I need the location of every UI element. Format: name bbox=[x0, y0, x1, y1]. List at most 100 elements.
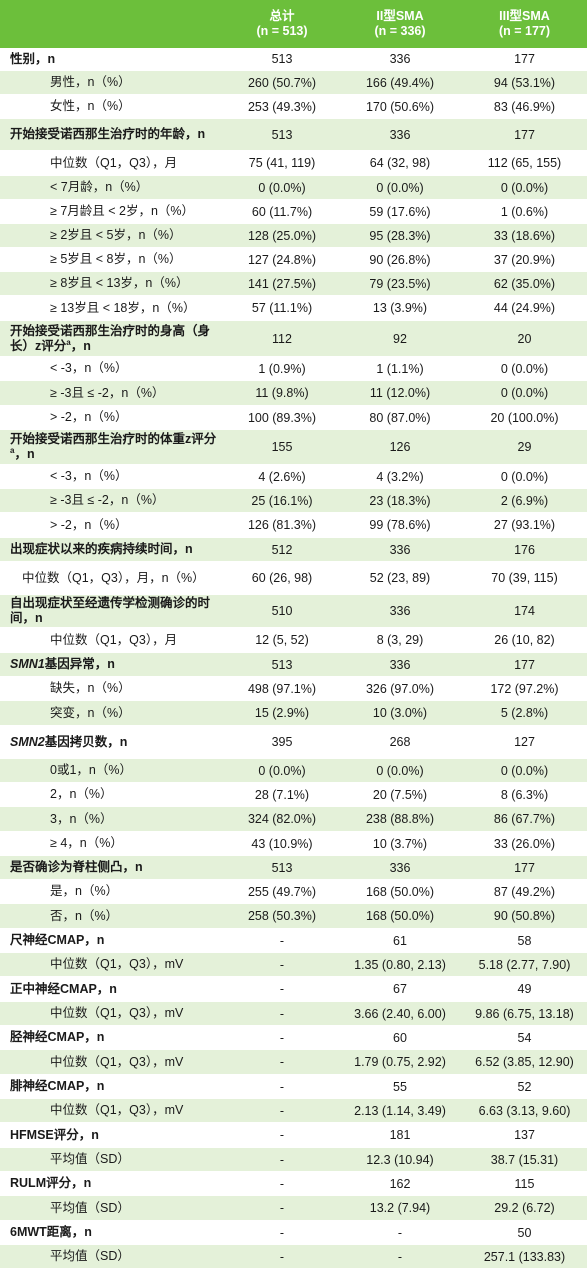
footnote-marker: a bbox=[10, 445, 15, 455]
row-label: ≥ 4，n（%） bbox=[0, 836, 226, 851]
section-label: 尺神经CMAP，n bbox=[0, 933, 226, 948]
label-text: 开始接受诺西那生治疗时的年龄，n bbox=[10, 127, 206, 141]
row-label: 中位数（Q1，Q3），月，n（%） bbox=[0, 571, 226, 586]
label-text: 正中神经CMAP，n bbox=[10, 981, 117, 996]
value-total: 255 (49.7%) bbox=[247, 884, 317, 899]
value-sma-type3: 9.86 (6.75, 13.18) bbox=[475, 1006, 574, 1021]
value-total: - bbox=[279, 1176, 285, 1191]
value-total: 141 (27.5%) bbox=[247, 276, 317, 291]
row-label: ≥ -3且 ≤ -2，n（%） bbox=[0, 386, 226, 401]
table-section-row: 开始接受诺西那生治疗时的体重z评分a，n 155 126 29 bbox=[0, 430, 587, 465]
header-sma-type2-title: II型SMA bbox=[376, 9, 424, 23]
table-section-row: 胫神经CMAP，n - 60 54 bbox=[0, 1026, 587, 1050]
label-text: ≥ 13岁且 < 18岁，n（%） bbox=[50, 300, 196, 315]
label-text: > -2，n（%） bbox=[50, 410, 128, 424]
value-total: - bbox=[279, 933, 285, 948]
row-label: 中位数（Q1，Q3），mV bbox=[0, 1103, 226, 1118]
table-row: < -3，n（%） 1 (0.9%) 1 (1.1%) 0 (0.0%) bbox=[0, 357, 587, 381]
section-label: 6MWT距离，n bbox=[0, 1225, 226, 1240]
row-label: 否，n（%） bbox=[0, 909, 226, 924]
table-section-row: 6MWT距离，n - - 50 bbox=[0, 1221, 587, 1245]
row-label: 中位数（Q1，Q3），mV bbox=[0, 957, 226, 972]
label-tail: 基因异常，n bbox=[44, 657, 115, 671]
row-label: 平均值（SD） bbox=[0, 1249, 226, 1264]
table-row: > -2，n（%） 100 (89.3%) 80 (87.0%) 20 (100.0%… bbox=[0, 406, 587, 430]
table-row: < 7月龄，n（%） 0 (0.0%) 0 (0.0%) 0 (0.0%) bbox=[0, 176, 587, 200]
header-sma-type3: III型SMA (n = 177) bbox=[462, 9, 587, 39]
label-text: 尺神经CMAP，n bbox=[10, 933, 105, 947]
section-label: 胫神经CMAP，n bbox=[0, 1030, 226, 1045]
label-text: 平均值（SD） bbox=[50, 1249, 130, 1263]
label-text: < 7月龄，n（%） bbox=[50, 180, 149, 194]
value-sma-type3: 29 bbox=[517, 440, 532, 454]
value-sma-type3: 0 (0.0%) bbox=[500, 180, 549, 195]
section-label: SMN1基因异常，n bbox=[0, 657, 226, 672]
value-total: 513 bbox=[271, 860, 293, 875]
section-label: 出现症状以来的疾病持续时间，n bbox=[0, 542, 226, 557]
header-total-n: (n = 513) bbox=[256, 24, 308, 38]
section-label: 开始接受诺西那生治疗时的体重z评分a，n bbox=[0, 432, 226, 462]
row-label: 缺失，n（%） bbox=[0, 681, 226, 696]
value-total: 57 (11.1%) bbox=[251, 301, 313, 315]
header-total-title: 总计 bbox=[269, 9, 295, 23]
value-total: - bbox=[279, 1030, 285, 1045]
row-label: ≥ -3且 ≤ -2，n（%） bbox=[0, 493, 226, 508]
label-text: 腓神经CMAP，n bbox=[10, 1079, 105, 1093]
table-row: 缺失，n（%） 498 (97.1%) 326 (97.0%) 172 (97.2%) bbox=[0, 677, 587, 701]
row-label: 男性，n（%） bbox=[0, 75, 226, 90]
value-sma-type3: 37 (20.9%) bbox=[493, 252, 556, 267]
table-section-row: 自出现症状至经遗传学检测确诊的时间，n 510 336 174 bbox=[0, 595, 587, 628]
value-total: 513 bbox=[271, 52, 293, 66]
table-row: 平均值（SD） - 12.3 (10.94) 38.7 (15.31) bbox=[0, 1148, 587, 1172]
row-label: 0或1，n（%） bbox=[0, 763, 226, 778]
row-label: 中位数（Q1，Q3），mV bbox=[0, 1055, 226, 1070]
value-sma-type2: 168 (50.0%) bbox=[365, 884, 435, 899]
value-total: - bbox=[279, 1249, 285, 1264]
row-label: 中位数（Q1，Q3），月 bbox=[0, 633, 226, 648]
table-section-row: 正中神经CMAP，n - 67 49 bbox=[0, 977, 587, 1002]
value-sma-type2: 95 (28.3%) bbox=[369, 228, 431, 243]
value-sma-type2: - bbox=[397, 1225, 403, 1240]
value-total: 100 (89.3%) bbox=[247, 410, 317, 425]
value-sma-type2: 60 bbox=[393, 1030, 407, 1045]
label-text: 中位数（Q1，Q3），月 bbox=[50, 632, 178, 647]
value-total: - bbox=[279, 1103, 285, 1118]
value-sma-type3: 8 (6.3%) bbox=[500, 787, 549, 802]
value-sma-type3: 172 (97.2%) bbox=[490, 681, 559, 696]
label-text: 0或1，n（%） bbox=[50, 763, 132, 777]
value-sma-type2: 61 bbox=[393, 933, 407, 948]
value-total: 324 (82.0%) bbox=[247, 812, 317, 826]
value-sma-type3: 257.1 (133.83) bbox=[483, 1249, 566, 1264]
table-section-row: HFMSE评分，n - 181 137 bbox=[0, 1123, 587, 1148]
value-total: 75 (41, 119) bbox=[248, 156, 316, 170]
row-label: 平均值（SD） bbox=[0, 1152, 226, 1167]
value-total: 0 (0.0%) bbox=[258, 180, 306, 195]
value-sma-type3: 6.63 (3.13, 9.60) bbox=[478, 1103, 571, 1118]
value-sma-type3: 177 bbox=[514, 52, 535, 66]
value-sma-type2: 90 (26.8%) bbox=[369, 252, 431, 267]
table-row: 中位数（Q1，Q3），mV - 2.13 (1.14, 3.49) 6.63 (3.1… bbox=[0, 1099, 587, 1123]
value-sma-type2: 0 (0.0%) bbox=[376, 763, 424, 778]
value-sma-type3: 33 (26.0%) bbox=[493, 836, 556, 851]
label-text: RULM评分，n bbox=[10, 1176, 92, 1190]
value-total: 43 (10.9%) bbox=[251, 836, 313, 851]
label-text: 中位数（Q1，Q3），月 bbox=[50, 155, 178, 170]
value-sma-type2: 1 (1.1%) bbox=[376, 361, 424, 376]
value-sma-type2: 11 (12.0%) bbox=[369, 386, 431, 400]
value-total: 510 bbox=[271, 604, 293, 618]
value-total: 12 (5, 52) bbox=[255, 633, 309, 647]
value-total: - bbox=[279, 982, 285, 996]
value-total: - bbox=[279, 1079, 285, 1094]
label-text: ≥ 4，n（%） bbox=[50, 836, 123, 850]
table-row: ≥ 2岁且 < 5岁，n（%） 128 (25.0%) 95 (28.3%) 33 (… bbox=[0, 224, 587, 248]
value-total: - bbox=[279, 1128, 285, 1142]
value-sma-type3: 26 (10, 82) bbox=[494, 633, 555, 647]
section-label: 是否确诊为脊柱侧凸，n bbox=[0, 860, 226, 875]
value-total: 0 (0.0%) bbox=[258, 763, 306, 778]
table-row: 女性，n（%） 253 (49.3%) 170 (50.6%) 83 (46.9%) bbox=[0, 95, 587, 119]
value-sma-type3: 115 bbox=[514, 1176, 535, 1191]
value-total: 1 (0.9%) bbox=[258, 361, 306, 376]
value-sma-type3: 0 (0.0%) bbox=[500, 386, 549, 400]
value-total: 126 (81.3%) bbox=[247, 518, 317, 532]
